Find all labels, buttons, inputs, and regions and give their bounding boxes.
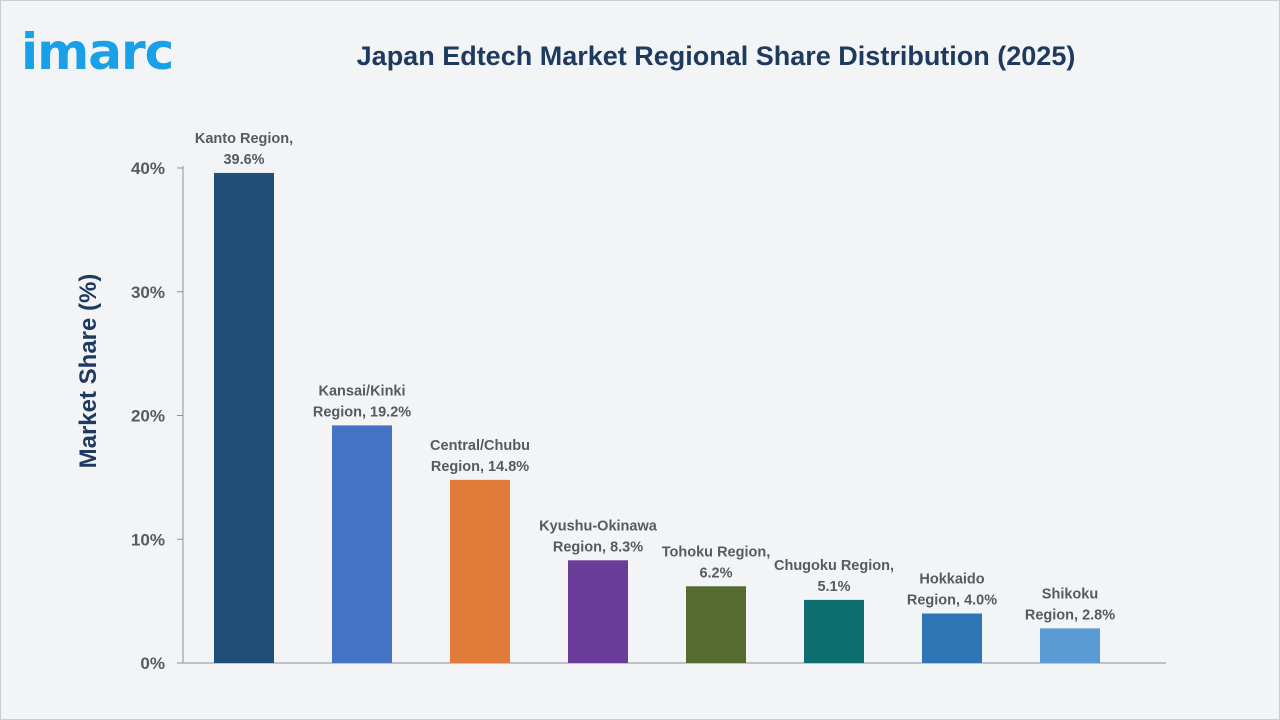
bar-data-label: Kanto Region, 39.6% bbox=[195, 131, 293, 168]
bar-data-label: Hokkaido Region, 4.0% bbox=[907, 572, 997, 609]
bar bbox=[450, 479, 510, 663]
bar-data-label: Central/Chubu Region, 14.8% bbox=[430, 438, 530, 475]
bar-data-label: Shikoku Region, 2.8% bbox=[1025, 586, 1115, 623]
bar bbox=[804, 599, 864, 663]
y-tick-label: 30% bbox=[131, 283, 165, 302]
imarc-logo: imarc bbox=[21, 23, 174, 81]
y-tick-label: 0% bbox=[140, 654, 165, 673]
bar-data-label: Tohoku Region, 6.2% bbox=[662, 544, 770, 581]
bar bbox=[1040, 628, 1100, 663]
bar bbox=[568, 560, 628, 663]
bar-data-label: Kyushu-Okinawa Region, 8.3% bbox=[539, 518, 658, 555]
bar bbox=[922, 613, 982, 663]
chart-title: Japan Edtech Market Regional Share Distr… bbox=[356, 41, 1076, 71]
y-tick-label: 20% bbox=[131, 407, 165, 426]
bar-data-label: Chugoku Region, 5.1% bbox=[774, 558, 894, 595]
bar-data-label: Kansai/Kinki Region, 19.2% bbox=[313, 383, 411, 420]
bar bbox=[214, 172, 274, 663]
bar bbox=[686, 586, 746, 663]
bar bbox=[332, 425, 392, 663]
y-tick-label: 10% bbox=[131, 530, 165, 549]
y-tick-label: 40% bbox=[131, 159, 165, 178]
